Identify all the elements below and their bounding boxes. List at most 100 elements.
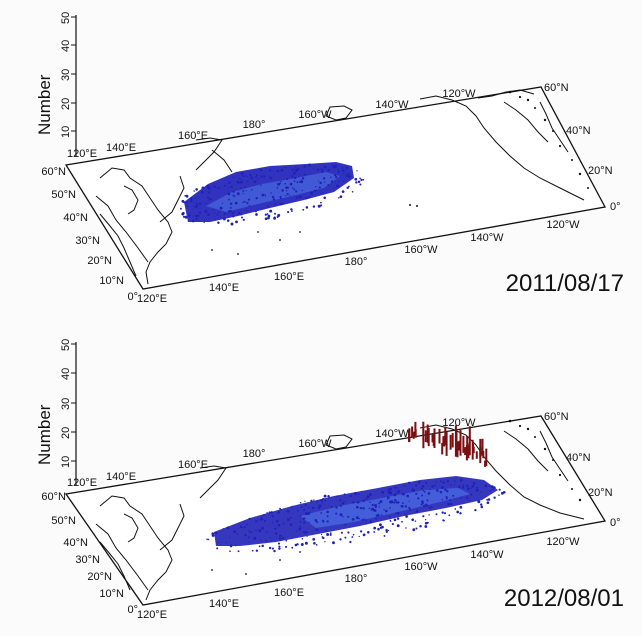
debris-particle [198,202,202,205]
debris-particle [375,517,377,520]
debris-particle [424,519,427,521]
debris-particle [389,500,393,504]
debris-particle [369,520,373,524]
y-tick-label: 20 [60,98,72,110]
debris-particle [411,487,414,489]
debris-particle [260,516,263,518]
debris-particle [194,196,197,199]
debris-particle [207,188,209,191]
debris-particle [261,526,265,530]
debris-particle [264,193,266,196]
debris-particle [441,498,444,501]
debris-particle [470,487,473,489]
debris-particle [294,176,297,180]
debris-particle [230,185,233,189]
debris-particle [207,213,210,217]
debris-particle [322,177,326,180]
debris-particle [315,543,318,546]
debris-particle [188,214,191,217]
debris-particle [379,526,383,530]
debris-particle [297,509,299,512]
debris-particle [334,174,337,177]
debris-particle [465,496,468,499]
debris-particle [217,187,220,190]
debris-particle [266,512,268,514]
debris-particle [366,495,370,499]
lat-label: 50°N [51,515,76,527]
debris-particle [419,524,422,528]
coast-detail-dots [211,419,582,575]
debris-particle [257,178,260,180]
debris-particle [299,525,302,528]
debris-particle [319,181,322,185]
debris-particle [242,218,245,221]
debris-particle [420,487,423,490]
debris-particle [227,192,231,196]
debris-particle [312,538,316,541]
debris-particle [305,530,308,534]
debris-particle [388,515,391,518]
debris-particle [185,194,189,198]
debris-particle [359,177,361,180]
debris-particle [378,502,381,505]
debris-particle [502,490,506,494]
debris-particle [244,533,247,537]
debris-particle [393,501,396,504]
debris-particle [493,496,496,499]
debris-particle [200,190,204,194]
debris-particle [277,182,280,186]
debris-particle [260,540,262,542]
y-ticks: 10 20 30 40 50 [60,12,76,138]
back-longitude-labels: 120°E 140°E 160°E 180° 160°W 140°W 120°W [67,417,476,489]
debris-particle [208,191,211,194]
debris-particle [383,534,386,537]
debris-particle [349,495,352,498]
debris-particle [377,527,380,531]
debris-particle [286,510,289,513]
debris-particle [286,178,289,180]
debris-particle [228,198,231,201]
debris-particle [191,219,195,223]
lon-label: 160°E [274,271,304,283]
lon-label: 160°W [404,561,438,573]
lon-label: 180° [345,573,368,585]
debris-particle [302,208,305,211]
debris-particle [267,216,270,220]
debris-particle [378,523,382,527]
debris-particle [415,492,418,495]
debris-particle [296,181,299,184]
y-tick-label: 30 [60,398,72,410]
debris-particle [291,175,294,178]
debris-particle [488,485,491,488]
debris-particle [321,169,324,171]
date-label: 2011/08/17 [506,270,624,297]
debris-particle [251,549,254,552]
debris-particle [425,481,428,484]
debris-particle [441,486,444,489]
debris-particle [285,190,288,192]
debris-particle [205,202,207,205]
debris-particle [378,506,381,508]
debris-particle [269,209,273,213]
debris-particle [380,514,383,516]
debris-particle [264,195,267,197]
debris-particle [246,180,249,183]
debris-particle [186,201,189,204]
debris-particle [267,214,271,218]
debris-particle [346,186,349,190]
debris-particle [186,205,189,208]
lon-label: 160°E [178,459,208,471]
debris-particle [361,518,364,521]
debris-particle [290,208,293,211]
debris-particle [404,513,407,516]
debris-particle [243,521,245,524]
y-tick-label: 10 [60,126,72,138]
debris-particle [276,169,280,173]
lat-label: 0° [127,604,138,616]
debris-particle [232,212,234,215]
debris-particle [358,517,360,520]
debris-particle [342,515,344,518]
debris-particle [355,516,359,520]
debris-particle [473,484,475,486]
debris-particle [359,530,363,533]
